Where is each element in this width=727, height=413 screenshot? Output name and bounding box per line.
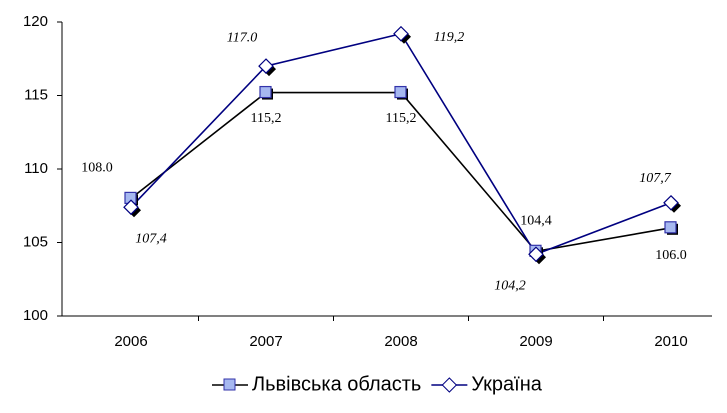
legend-marker [223,378,236,391]
x-tick-label: 2010 [654,333,687,350]
data-label: 115,2 [251,111,282,126]
marker [259,85,272,99]
y-tick-label: 105 [23,233,48,250]
legend-label: Україна [471,373,542,395]
legend-marker [441,377,458,393]
y-tick-label: 120 [23,13,48,30]
data-label: 107,4 [135,231,167,246]
marker [258,58,274,74]
data-label: 107,7 [639,171,672,186]
legend: Львівська область Україна [212,373,543,395]
marker [528,246,544,263]
y-tick-label: 110 [24,160,48,177]
x-tick-label: 2009 [519,333,552,350]
x-tick-label: 2007 [249,333,282,350]
marker [394,85,407,99]
line [130,32,672,256]
legend-label: Львівська область [252,373,421,395]
data-label: 119,2 [434,30,464,45]
marker [123,199,139,216]
y-tick-label: 115 [24,86,48,103]
data-label: 115,2 [386,111,417,126]
data-label: 104,2 [494,278,526,293]
data-label: 106.0 [655,248,687,263]
x-tick-label: 2006 [114,333,147,350]
marker [393,25,409,42]
marker [664,221,677,234]
x-tick-label: 2008 [384,333,417,350]
y-tick-label: 100 [23,307,48,324]
marker [663,194,679,211]
data-label: 104,4 [520,214,552,229]
data-label: 117.0 [227,30,257,45]
data-label: 108.0 [81,161,113,176]
